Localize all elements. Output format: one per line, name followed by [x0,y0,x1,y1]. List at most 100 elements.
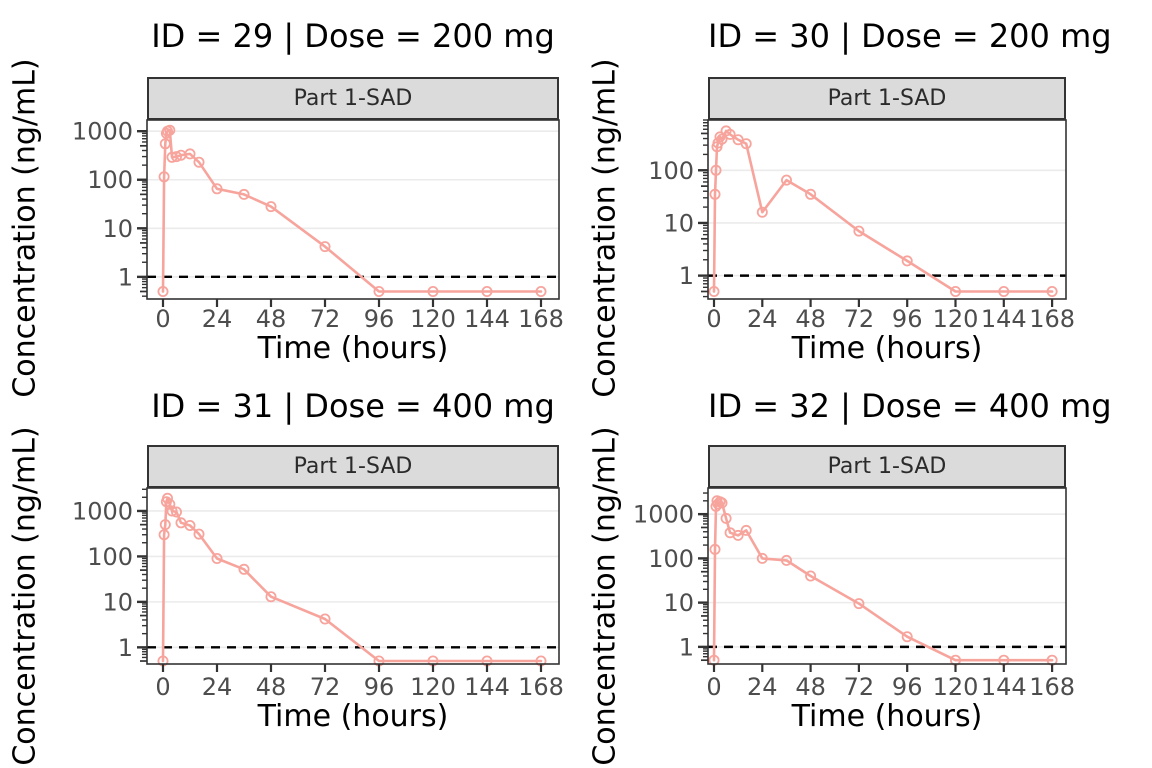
y-tick-label: 100 [648,545,694,573]
facet-strip-label: Part 1-SAD [827,86,947,111]
x-tick-labels: 0 24 48 72 96 120 144 168 [706,305,1075,333]
facet-strip-label: Part 1-SAD [827,454,947,479]
x-tick-labels: 0 24 48 72 96 120 144 168 [155,673,564,701]
subplot-panel-3: 1 10 100 1000 0 24 48 72 96 120 144 168 [633,487,1075,701]
series-markers [708,125,1058,297]
x-tick-label: 168 [1029,673,1075,701]
data-point-marker [535,285,547,297]
data-point-marker [710,164,722,176]
x-axis-title: Time (hours) [257,331,449,366]
x-tick-labels: 0 24 48 72 96 120 144 168 [706,673,1075,701]
data-point-marker [265,591,277,603]
y-tick-label: 100 [87,166,133,194]
x-axis-title: Time (hours) [791,699,983,734]
data-point-marker [901,255,913,267]
x-tick-label: 24 [202,673,233,701]
subplot-title: ID = 31 | Dose = 400 mg [151,387,555,425]
data-point-marker [319,613,331,625]
subplot-panel-2: 1 10 100 1000 0 24 48 72 96 120 144 168 [72,487,564,701]
data-point-marker [170,506,182,518]
panel-background [708,488,1066,664]
panel-background [147,488,559,664]
data-point-marker [756,206,768,218]
x-tick-label: 96 [892,305,923,333]
y-tick-labels: 1 10 100 1000 [633,501,694,662]
data-point-marker [1046,285,1058,297]
data-point-marker [998,285,1010,297]
y-tick-label: 10 [102,588,133,616]
panel-border [707,119,1067,300]
subplot-title: ID = 32 | Dose = 400 mg [708,387,1112,425]
x-tick-label: 168 [1029,305,1075,333]
data-point-marker [166,505,178,517]
y-tick-labels: 1 10 100 1000 [72,497,133,661]
x-tick-label: 144 [981,305,1027,333]
facet-strip-label: Part 1-SAD [293,86,413,111]
data-point-marker [164,124,176,136]
data-point-marker [740,138,752,150]
x-tick-label: 48 [795,305,826,333]
y-tick-label: 10 [663,209,694,237]
data-point-marker [193,156,205,168]
series-markers [157,124,547,297]
y-tick-label: 1000 [72,497,133,525]
x-tick-label: 96 [364,305,395,333]
data-point-marker [184,520,196,532]
data-point-marker [158,171,170,183]
subplot-panel-0: 1 10 100 1000 0 24 48 72 96 120 144 168 [72,118,564,333]
x-axis-ticks [161,664,543,672]
data-point-marker [781,554,793,566]
data-point-marker [373,285,385,297]
x-tick-label: 72 [310,673,341,701]
data-point-marker [732,529,744,541]
x-tick-label: 72 [310,305,341,333]
data-point-marker [164,498,176,510]
panel-background [708,120,1066,299]
data-point-marker [193,528,205,540]
x-axis-title: Time (hours) [257,699,449,734]
data-point-marker [238,563,250,575]
y-tick-label: 10 [663,589,694,617]
data-point-marker [159,519,171,531]
y-tick-label: 1 [679,633,694,661]
data-point-marker [481,285,493,297]
y-tick-label: 1000 [72,118,133,146]
x-tick-label: 48 [795,673,826,701]
facet-strip: Part 1-SAD [147,77,559,120]
subplot-title: ID = 30 | Dose = 200 mg [708,17,1112,55]
x-tick-label: 120 [933,305,979,333]
data-point-marker [708,285,720,297]
y-tick-label: 100 [648,157,694,185]
facet-strip-label: Part 1-SAD [293,454,413,479]
x-tick-label: 72 [844,305,875,333]
x-tick-label: 24 [747,305,778,333]
x-tick-label: 96 [364,673,395,701]
x-tick-label: 48 [256,305,287,333]
y-tick-label: 100 [87,543,133,571]
data-point-marker [805,570,817,582]
data-point-marker [740,524,752,536]
panel-border [146,119,560,300]
x-axis-title: Time (hours) [791,331,983,366]
x-tick-label: 48 [256,673,287,701]
facet-strip: Part 1-SAD [708,445,1066,488]
y-axis-title: Concentration (ng/mL) [587,58,623,398]
x-axis-ticks [161,299,543,307]
y-axis-title: Concentration (ng/mL) [7,426,43,766]
data-point-marker [781,174,793,186]
x-tick-label: 0 [706,305,721,333]
data-point-marker [211,553,223,565]
x-tick-label: 168 [518,673,564,701]
panel-background [147,120,559,299]
x-tick-label: 96 [892,673,923,701]
x-axis-ticks [712,299,1054,307]
y-axis-ticks [698,492,708,662]
data-point-marker [714,131,726,143]
data-point-marker [756,552,768,564]
data-point-marker [720,512,732,524]
x-tick-label: 168 [518,305,564,333]
data-point-marker [709,188,721,200]
y-axis-ticks [137,488,147,662]
data-point-marker [724,128,736,140]
